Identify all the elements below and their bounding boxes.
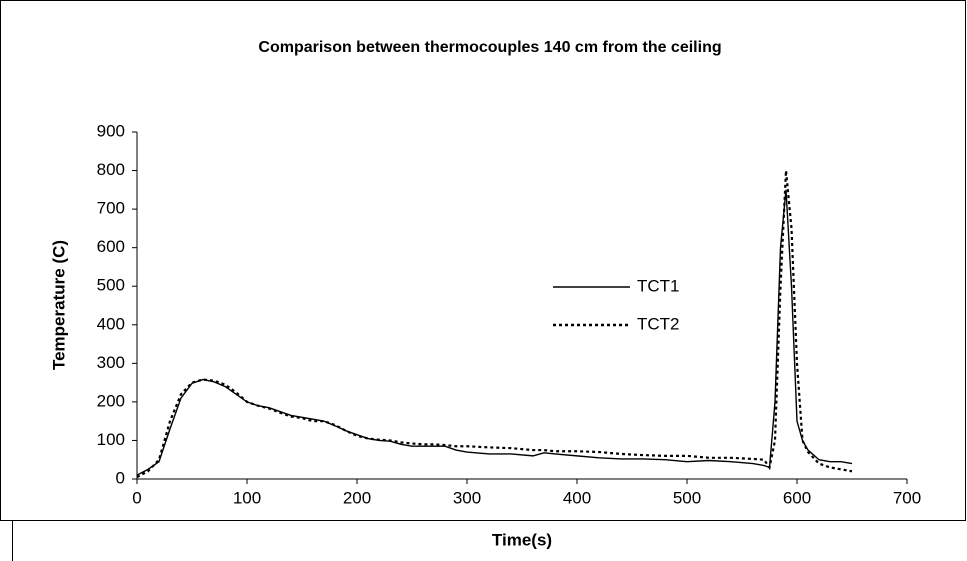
y-tick-label: 600 <box>97 237 125 256</box>
y-tick-label: 400 <box>97 314 125 333</box>
x-tick-label: 700 <box>893 488 921 507</box>
y-tick-label: 100 <box>97 430 125 449</box>
y-tick-label: 900 <box>97 121 125 140</box>
x-axis-title: Time(s) <box>492 530 552 549</box>
x-tick-label: 600 <box>783 488 811 507</box>
y-tick-label: 300 <box>97 353 125 372</box>
x-tick-label: 0 <box>132 488 141 507</box>
series-line <box>136 170 853 479</box>
chart-title: Comparison between thermocouples 140 cm … <box>258 39 721 56</box>
x-tick-label: 200 <box>343 488 371 507</box>
legend-label: TCT2 <box>637 314 680 333</box>
y-axis-title: Temperature (C) <box>49 240 68 370</box>
x-tick-label: 100 <box>233 488 261 507</box>
x-tick-label: 500 <box>673 488 701 507</box>
y-tick-label: 800 <box>97 160 125 179</box>
y-tick-label: 0 <box>116 468 125 487</box>
legend-label: TCT1 <box>637 276 680 295</box>
chart-frame <box>0 0 966 521</box>
y-tick-label: 200 <box>97 391 125 410</box>
y-tick-label: 500 <box>97 276 125 295</box>
series-line <box>136 189 853 476</box>
y-tick-label: 700 <box>97 199 125 218</box>
x-tick-label: 300 <box>453 488 481 507</box>
x-tick-label: 400 <box>563 488 591 507</box>
